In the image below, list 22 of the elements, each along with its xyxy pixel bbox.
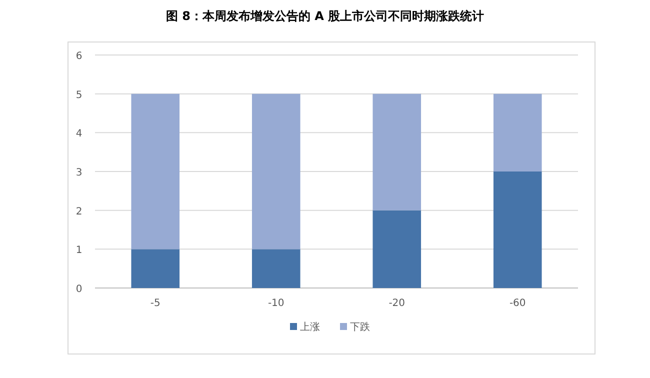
legend-label: 上涨	[300, 321, 320, 333]
y-tick-label: 3	[76, 168, 82, 178]
y-tick-label: 0	[76, 284, 82, 295]
bar	[131, 94, 180, 250]
x-tick-label: -5	[150, 298, 160, 309]
bar	[493, 172, 542, 288]
y-tick-label: 4	[76, 128, 82, 140]
chart-title: 图 8：本周发布增发公告的 A 股上市公司不同时期涨跌统计	[166, 9, 484, 23]
bar	[252, 94, 300, 250]
y-tick-label: 1	[76, 245, 82, 256]
x-tick-label: -10	[268, 298, 284, 309]
bar	[372, 210, 422, 288]
legend-label: 下跌	[350, 321, 370, 333]
bar	[131, 249, 180, 288]
y-tick-label: 6	[76, 51, 82, 62]
bar	[252, 249, 300, 288]
bar	[493, 94, 542, 172]
x-tick-label: -20	[388, 298, 406, 309]
y-tick-label: 2	[76, 206, 82, 218]
bar	[372, 94, 422, 210]
y-tick-label: 5	[76, 90, 82, 101]
x-tick-label: -60	[509, 298, 526, 309]
